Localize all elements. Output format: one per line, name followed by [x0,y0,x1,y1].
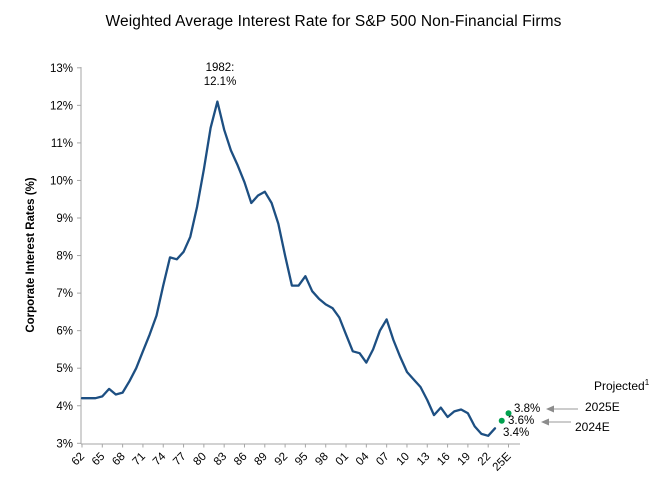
projected-heading-text: Projected [594,379,645,393]
x-tick-label: 16 [435,451,453,469]
year-label-2025e: 2025E [585,400,620,414]
x-tick-label: 98 [313,451,331,469]
x-tick-label: 62 [70,451,88,469]
x-tick-label: 86 [232,451,250,469]
peak-annotation-value: 12.1% [203,75,237,88]
callout-arrow-head [541,418,549,426]
value-label-2024: 3.6% [508,415,535,427]
y-tick-label: 4% [56,401,73,413]
y-tick-label: 5% [56,363,73,375]
projected-heading: Projected1 [594,378,649,393]
x-tick-label: 07 [374,451,392,469]
x-tick-label: 80 [191,451,209,469]
projected-dot-2024 [498,417,505,424]
callout-arrow-head [546,405,554,413]
x-tick-label: 10 [395,451,413,469]
y-tick-label: 13% [50,63,73,75]
y-tick-label: 9% [56,213,73,225]
y-tick-label: 7% [56,288,73,300]
x-tick-label: 68 [110,451,128,469]
x-tick-label: 65 [90,451,108,469]
y-tick-label: 3% [56,438,73,450]
x-tick-label: 77 [171,451,189,469]
x-tick-label: 01 [334,451,352,469]
x-tick-label: 25E [491,450,514,473]
x-tick-label: 04 [354,450,372,468]
x-tick-label: 74 [151,450,169,468]
y-tick-label: 10% [50,175,73,187]
interest-rate-line [80,100,497,437]
y-tick-label: 6% [56,326,73,338]
y-tick-label: 11% [51,138,73,150]
peak-annotation-year: 1982: [205,62,235,74]
peak-annotation: 1982: 12.1% [204,62,237,89]
x-tick-label: 89 [252,451,270,469]
x-tick-label: 19 [455,451,473,469]
projected-dot-2025 [505,410,512,417]
x-tick-label: 95 [293,451,311,469]
projected-footnote-marker: 1 [644,378,650,387]
x-tick-label: 83 [212,451,230,469]
x-tick-label: 13 [415,451,433,469]
x-tick-label: 92 [273,451,291,469]
y-tick-label: 12% [50,100,73,112]
value-label-2023: 3.4% [503,427,530,439]
year-label-2024e: 2024E [575,420,610,434]
value-label-2025: 3.8% [514,403,541,415]
x-tick-label: 71 [131,451,149,469]
y-tick-label: 8% [56,251,73,263]
chart-title: Weighted Average Interest Rate for S&P 5… [105,13,562,30]
